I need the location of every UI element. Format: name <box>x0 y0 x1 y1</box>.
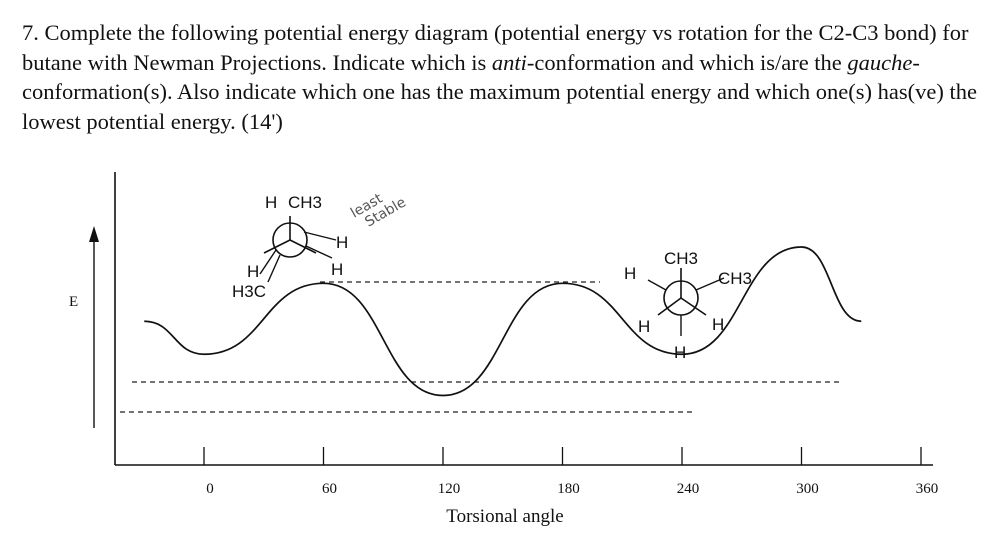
newman-2-label-h-downright: H <box>712 315 724 334</box>
newman-2-label-ch3-top: CH3 <box>664 249 698 268</box>
x-tick-label-360: 360 <box>916 481 939 497</box>
x-tick-labels: 0 60 120 180 240 300 360 <box>206 481 938 497</box>
anti-term: anti <box>491 49 527 75</box>
least-stable-annotation: least Stable <box>348 190 409 230</box>
question-part-1: Complete the following potential energy … <box>22 20 969 75</box>
newman-2-bond-upleft <box>647 279 667 291</box>
newman-2-bond-upright <box>695 277 725 291</box>
energy-arrowhead <box>89 226 99 242</box>
newman-1-label-h3c: H3C <box>232 282 266 301</box>
gauche-term: gauche <box>847 49 913 75</box>
newman-1-bond-right <box>289 239 317 254</box>
x-tick-label-180: 180 <box>557 481 580 497</box>
x-tick-label-240: 240 <box>677 481 700 497</box>
question-part-3: -conformation(s). Also indicate which on… <box>22 49 977 134</box>
x-tick-label-120: 120 <box>438 481 461 497</box>
newman-projection-eclipsed: H CH3 H H H H3C <box>232 193 348 301</box>
newman-2-label-h-left: H <box>624 264 636 283</box>
newman-2-label-h-bottom: H <box>674 343 686 362</box>
x-axis-title: Torsional angle <box>446 506 563 527</box>
x-tick-label-60: 60 <box>322 481 337 497</box>
newman-2-bond-downright <box>680 297 707 316</box>
newman-1-label-h-left: H <box>247 262 259 281</box>
newman-2-bond-downleft <box>657 297 682 316</box>
newman-1-label-h-right-top: H <box>336 233 348 252</box>
newman-1-back-bond-downleft <box>267 254 281 283</box>
newman-2-label-h-downleft: H <box>638 317 650 336</box>
x-ticks <box>203 447 922 465</box>
newman-2-label-ch3-right: CH3 <box>718 269 752 288</box>
newman-1-back-bond-left <box>259 249 277 275</box>
question-part-2: -conformation and which is/are the <box>526 49 848 75</box>
energy-curve <box>144 246 862 397</box>
newman-projection-gauche: CH3 CH3 H H H H <box>624 249 752 362</box>
question-number: 7. <box>22 20 39 45</box>
question-text: 7. Complete the following potential ener… <box>22 18 980 136</box>
x-tick-label-0: 0 <box>206 481 214 497</box>
newman-1-label-h-right-bottom: H <box>331 260 343 279</box>
newman-1-back-bond-right <box>305 245 333 259</box>
newman-1-back-bond-upright <box>303 231 337 241</box>
newman-1-bond-left <box>263 239 291 254</box>
newman-1-label-ch3-top: CH3 <box>288 193 322 212</box>
energy-axis-label: E <box>69 294 78 310</box>
newman-1-label-h-top: H <box>265 193 277 212</box>
x-tick-label-300: 300 <box>796 481 819 497</box>
